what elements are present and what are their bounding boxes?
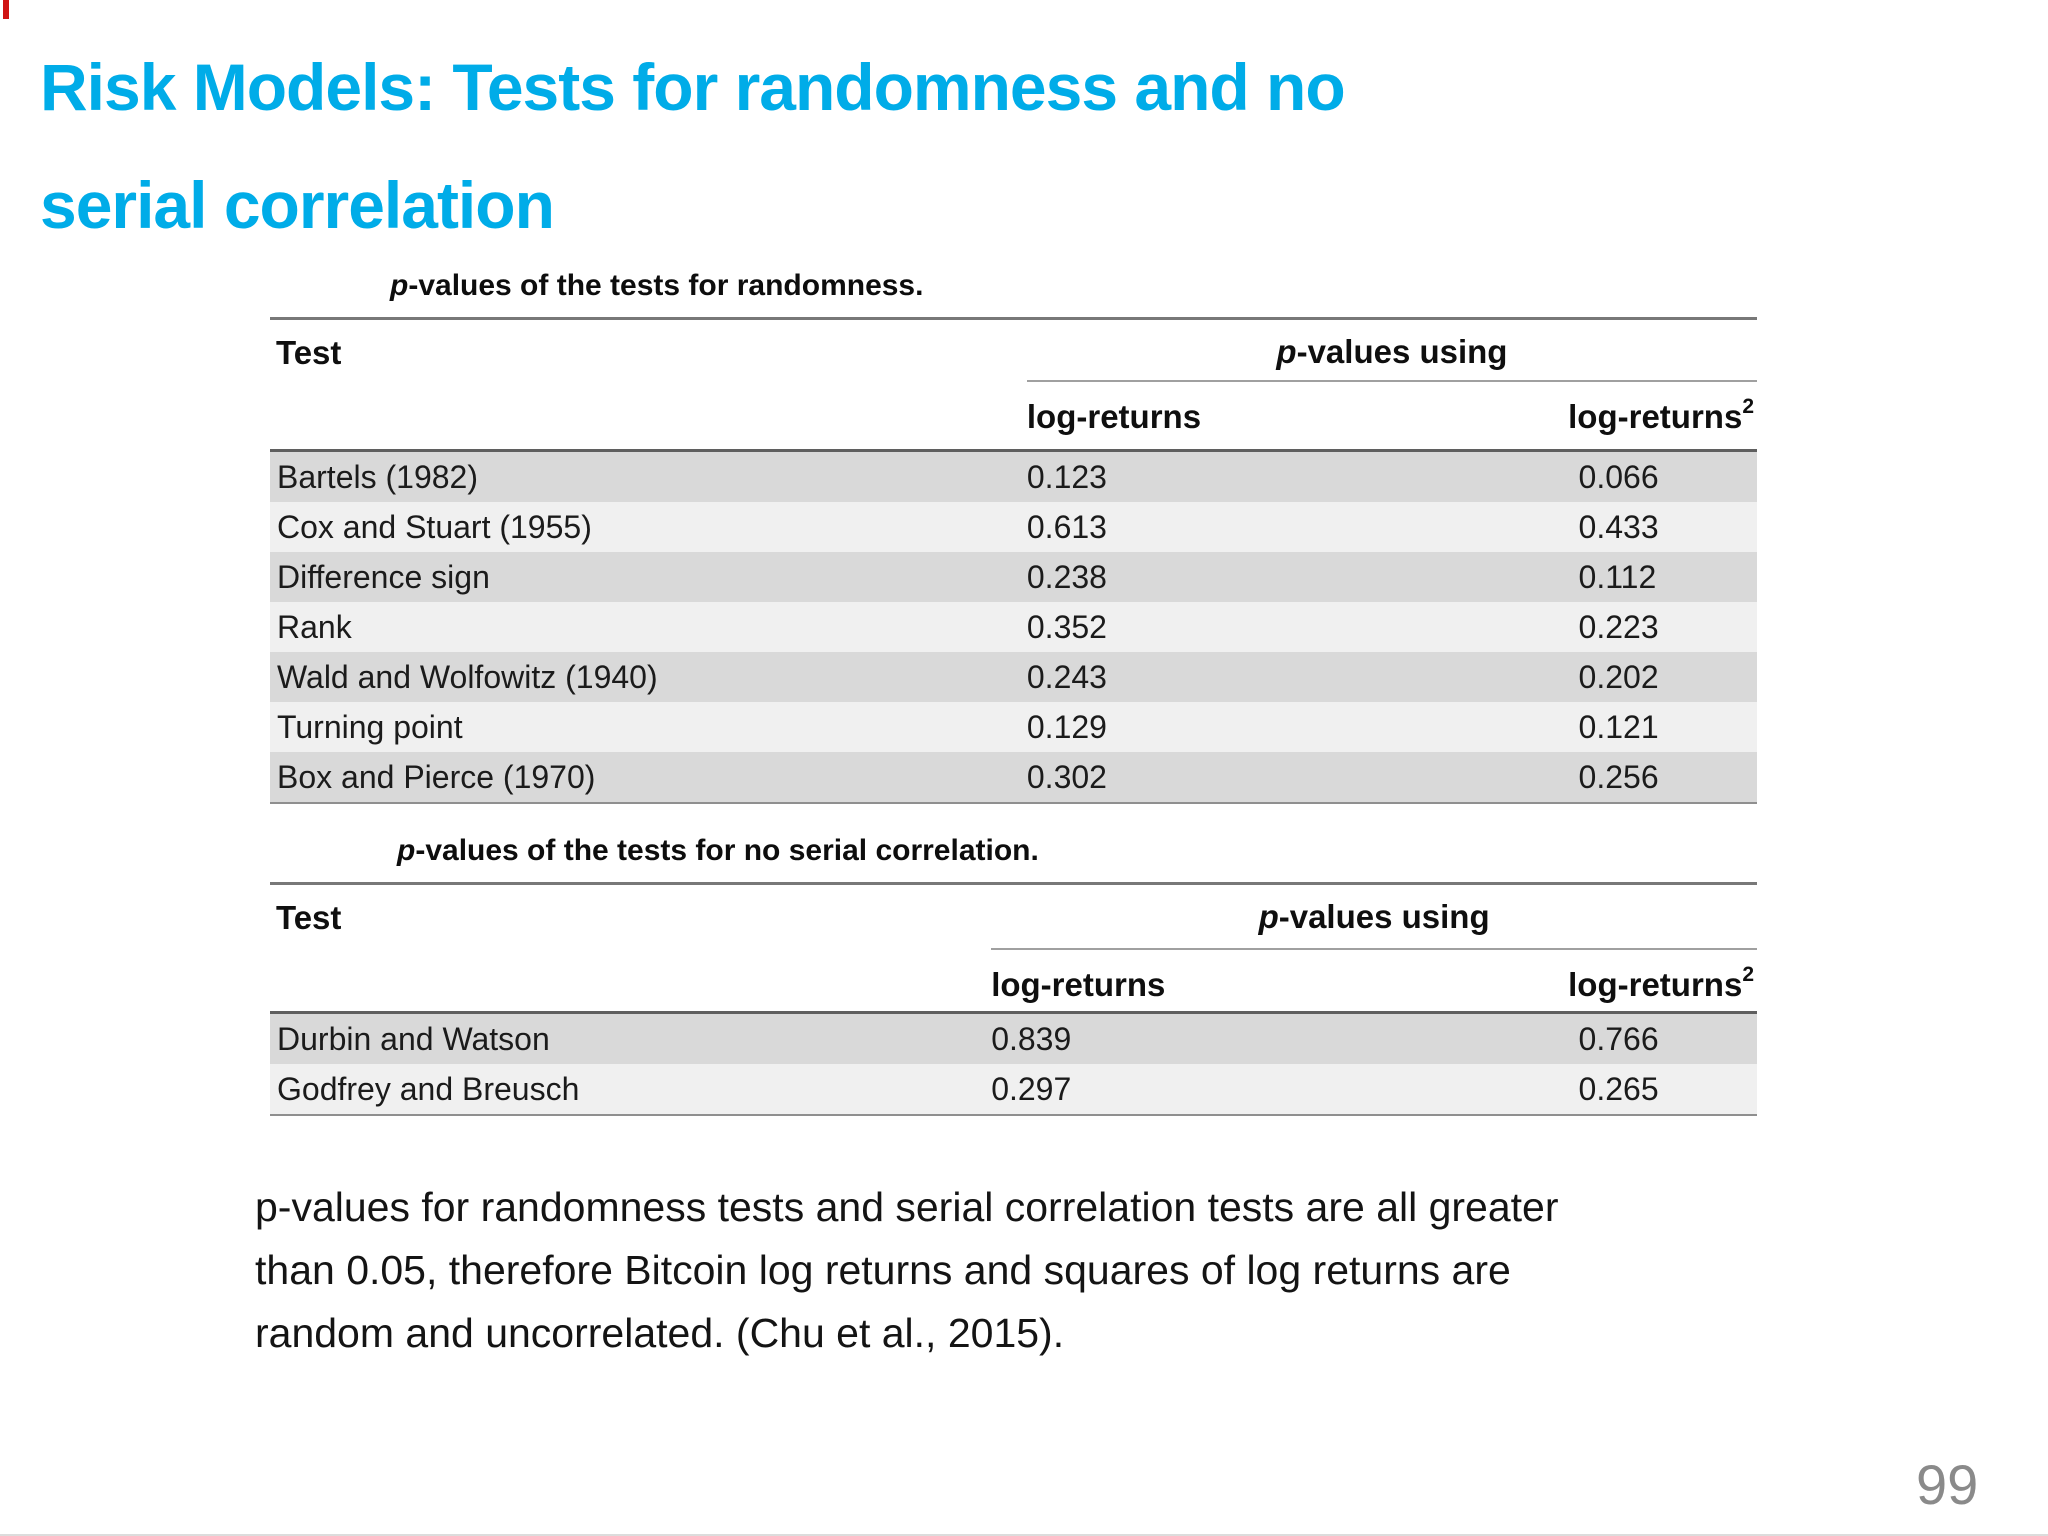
table-randomness: Test p-values using log-returns log-retu… xyxy=(270,317,1757,804)
table-row: Wald and Wolfowitz (1940) 0.243 0.202 xyxy=(270,652,1757,702)
column-header-log-returns-squared: log-returns2 xyxy=(1568,963,1754,1003)
test-name: Godfrey and Breusch xyxy=(277,1070,580,1107)
table-randomness-header-row2: log-returns log-returns2 xyxy=(270,382,1757,449)
conclusion-note-line2: than 0.05, therefore Bitcoin log returns… xyxy=(255,1247,1511,1293)
table-serial-header-row1: Test p-values using xyxy=(270,885,1757,950)
p-value-log-returns: 0.243 xyxy=(1026,658,1107,695)
column-group-header-p-values-using: p-values using xyxy=(991,885,1757,950)
p-value-log-returns-squared: 0.766 xyxy=(1578,1020,1659,1057)
column-header-log-returns: log-returns xyxy=(991,966,1166,1003)
p-value-log-returns: 0.352 xyxy=(1026,608,1107,645)
table-row: Cox and Stuart (1955) 0.613 0.433 xyxy=(270,502,1757,552)
screen-edge-artifact xyxy=(3,0,9,19)
column-header-test: Test xyxy=(276,899,342,936)
table-row: Durbin and Watson 0.839 0.766 xyxy=(270,1014,1757,1064)
column-header-log-returns-squared: log-returns2 xyxy=(1568,395,1754,435)
slide-title-line1: Risk Models: Tests for randomness and no xyxy=(40,50,1346,124)
table-serial: Test p-values using log-returns log-retu… xyxy=(270,882,1757,1116)
table-row: Turning point 0.129 0.121 xyxy=(270,702,1757,752)
table-serial-caption: p-values of the tests for no serial corr… xyxy=(397,834,1039,868)
p-value-log-returns: 0.297 xyxy=(991,1070,1072,1107)
p-value-log-returns: 0.238 xyxy=(1026,558,1107,595)
table-randomness-header-row1: Test p-values using xyxy=(270,320,1757,382)
column-header-log-returns: log-returns xyxy=(1026,398,1202,435)
caption-text: -values of the tests for randomness. xyxy=(408,269,924,302)
table-row: Bartels (1982) 0.123 0.066 xyxy=(270,452,1757,502)
table-serial-header-row2: log-returns log-returns2 xyxy=(270,950,1757,1011)
column-header-test: Test xyxy=(276,334,342,371)
table-row: Box and Pierce (1970) 0.302 0.256 xyxy=(270,752,1757,802)
slide-title: Risk Models: Tests for randomness and no… xyxy=(40,28,1346,264)
conclusion-note-line3: random and uncorrelated. (Chu et al., 20… xyxy=(255,1310,1065,1356)
p-value-log-returns-squared: 0.202 xyxy=(1578,658,1659,695)
test-name: Cox and Stuart (1955) xyxy=(277,508,592,545)
slide-title-line2: serial correlation xyxy=(40,168,555,242)
table-randomness-caption: p-values of the tests for randomness. xyxy=(390,269,923,303)
p-value-log-returns-squared: 0.066 xyxy=(1578,458,1659,495)
p-value-log-returns-squared: 0.265 xyxy=(1578,1070,1659,1107)
test-name: Rank xyxy=(277,608,352,645)
p-value-log-returns-squared: 0.112 xyxy=(1578,558,1657,595)
p-value-log-returns-squared: 0.433 xyxy=(1578,508,1659,545)
p-value-log-returns: 0.613 xyxy=(1026,508,1107,545)
p-value-log-returns-squared: 0.223 xyxy=(1578,608,1659,645)
test-name: Box and Pierce (1970) xyxy=(277,758,596,795)
p-value-log-returns: 0.302 xyxy=(1026,758,1107,795)
p-value-log-returns: 0.129 xyxy=(1026,708,1107,745)
conclusion-note: p-values for randomness tests and serial… xyxy=(255,1176,1559,1365)
caption-italic-p: p xyxy=(397,834,416,867)
test-name: Bartels (1982) xyxy=(277,458,478,495)
p-value-log-returns: 0.123 xyxy=(1026,458,1107,495)
table-serial-body: Durbin and Watson 0.839 0.766 Godfrey an… xyxy=(270,1011,1757,1116)
table-randomness-body: Bartels (1982) 0.123 0.066 Cox and Stuar… xyxy=(270,449,1757,804)
conclusion-note-line1: p-values for randomness tests and serial… xyxy=(255,1184,1559,1230)
table-row: Rank 0.352 0.223 xyxy=(270,602,1757,652)
test-name: Durbin and Watson xyxy=(277,1020,550,1057)
p-value-log-returns-squared: 0.256 xyxy=(1578,758,1659,795)
bottom-edge-line xyxy=(0,1534,2048,1536)
test-name: Difference sign xyxy=(277,558,490,595)
column-group-header-p-values-using: p-values using xyxy=(1026,320,1757,382)
caption-italic-p: p xyxy=(390,269,409,302)
p-value-log-returns-squared: 0.121 xyxy=(1578,708,1659,745)
table-row: Godfrey and Breusch 0.297 0.265 xyxy=(270,1064,1757,1114)
caption-text: -values of the tests for no serial corre… xyxy=(415,834,1039,867)
test-name: Wald and Wolfowitz (1940) xyxy=(277,658,658,695)
test-name: Turning point xyxy=(277,708,463,745)
page-number: 99 xyxy=(1916,1453,1979,1516)
p-value-log-returns: 0.839 xyxy=(991,1020,1072,1057)
table-row: Difference sign 0.238 0.112 xyxy=(270,552,1757,602)
